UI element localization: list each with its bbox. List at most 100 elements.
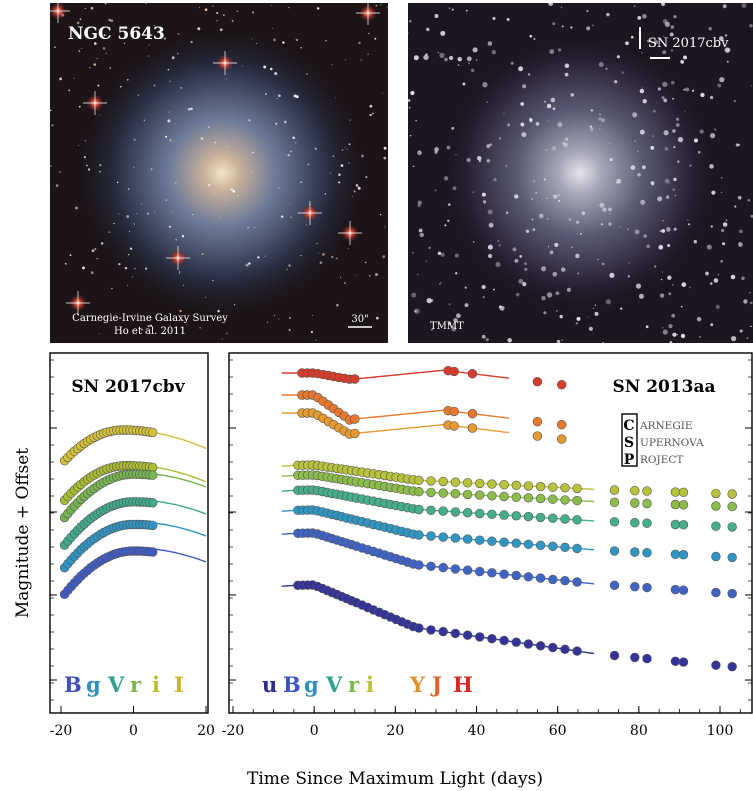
data-point-r <box>402 485 413 495</box>
data-point-g <box>115 521 125 531</box>
star <box>555 291 560 296</box>
data-point-g <box>82 539 93 549</box>
star <box>118 213 120 215</box>
data-point-r <box>317 471 327 481</box>
star <box>589 125 593 128</box>
star <box>739 229 743 234</box>
legend-label-g: g <box>86 672 101 697</box>
data-point-i <box>66 488 76 498</box>
star <box>408 106 411 109</box>
data-point-Y <box>344 429 355 439</box>
curve-V <box>67 499 207 540</box>
data-point-r <box>138 469 148 480</box>
star <box>78 50 81 52</box>
data-point-i <box>303 460 313 470</box>
data-point-I <box>141 426 151 437</box>
data-point-r <box>95 479 106 489</box>
data-point-V <box>108 500 119 511</box>
star <box>190 107 193 110</box>
star <box>665 227 671 232</box>
star <box>552 22 556 26</box>
star <box>408 99 411 102</box>
star <box>465 9 468 12</box>
star <box>721 228 725 233</box>
star <box>676 333 678 336</box>
star <box>687 223 691 226</box>
star <box>710 282 713 285</box>
star <box>277 187 280 189</box>
data-point-J <box>532 417 543 427</box>
star <box>282 41 285 44</box>
star <box>481 284 486 290</box>
star <box>634 229 640 235</box>
star <box>300 181 303 184</box>
data-point-g <box>670 549 681 559</box>
data-point-g <box>144 520 155 530</box>
legend-label-B: B <box>283 672 301 697</box>
data-point-i <box>438 476 448 487</box>
star <box>86 164 88 167</box>
star <box>493 288 495 291</box>
star <box>161 318 164 320</box>
star <box>332 155 335 158</box>
data-point-B <box>462 565 473 575</box>
data-point-I <box>144 427 155 437</box>
star <box>255 42 258 45</box>
data-point-H <box>302 368 312 378</box>
star <box>443 176 449 181</box>
data-point-J <box>297 390 307 400</box>
data-point-J <box>467 409 478 419</box>
star <box>293 94 297 98</box>
star <box>541 266 547 272</box>
data-point-r <box>89 483 99 494</box>
star <box>430 328 434 331</box>
legend-label-V: V <box>325 672 343 697</box>
star <box>503 112 505 114</box>
data-point-I <box>135 426 145 436</box>
star <box>300 47 302 49</box>
star <box>549 250 554 255</box>
star <box>94 248 97 251</box>
star <box>570 93 575 97</box>
star <box>99 171 101 173</box>
star <box>640 199 646 205</box>
star <box>616 179 621 184</box>
star <box>68 89 71 92</box>
star <box>586 26 591 31</box>
star <box>672 332 677 337</box>
data-point-V <box>487 509 497 519</box>
star <box>251 38 253 40</box>
star <box>448 7 451 9</box>
data-point-Y <box>302 408 312 418</box>
data-point-r <box>380 481 390 492</box>
star <box>621 71 624 74</box>
data-point-V <box>332 489 342 499</box>
data-point-H <box>443 366 453 376</box>
star <box>498 137 502 140</box>
star <box>720 260 723 263</box>
star <box>175 182 177 184</box>
star <box>167 119 171 123</box>
data-point-B <box>630 581 640 592</box>
star <box>444 224 447 227</box>
y-axis-label: Magnitude + Offset <box>13 448 33 618</box>
data-point-i <box>131 461 142 471</box>
data-point-i <box>642 486 652 496</box>
data-point-g <box>298 505 308 515</box>
data-point-i <box>79 477 89 487</box>
star <box>717 273 720 276</box>
data-point-J <box>307 390 318 400</box>
star <box>486 101 488 103</box>
csp-logo: C S P ARNEGIE UPERNOVA ROJECT <box>621 413 704 468</box>
data-point-J <box>328 404 339 414</box>
data-point-u <box>511 637 521 647</box>
star <box>602 207 607 212</box>
star <box>535 191 538 194</box>
data-point-g <box>128 519 138 530</box>
data-point-V <box>337 490 347 500</box>
data-point-r <box>307 470 318 480</box>
legend-label-r: r <box>130 672 142 697</box>
star <box>331 64 333 66</box>
star <box>672 129 676 133</box>
data-point-u <box>548 642 558 653</box>
